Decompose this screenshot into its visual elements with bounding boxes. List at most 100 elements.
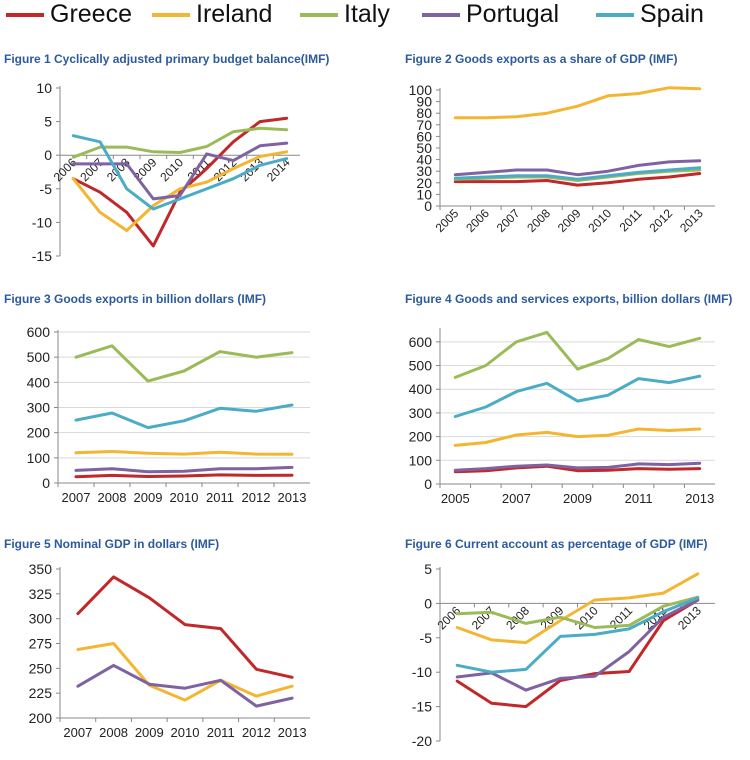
chart-2-series-line-portugal xyxy=(453,159,702,177)
chart-5-nominal-gdp: 200 225 250 275 300 325 350 2007 2008 2009 2010 201… xyxy=(29,561,310,740)
chart-5-x-tick-label: 2012 xyxy=(242,725,271,740)
legend-swatch-spain xyxy=(596,13,634,17)
chart-4-y-tick-label: 200 xyxy=(409,429,433,445)
chart-3-series-line-portugal xyxy=(74,465,294,474)
chart-2-y-tick-label: 70 xyxy=(416,117,432,133)
chart-3-y-tick-label: 0 xyxy=(42,475,50,491)
chart-1-series-line-greece xyxy=(71,116,289,248)
chart-2-title: Figure 2 Goods exports as a share of GDP… xyxy=(405,52,678,66)
chart-6-series-line-spain xyxy=(455,596,700,674)
legend-swatch-italy xyxy=(300,13,338,17)
chart-1-x-tick-label: 2007 xyxy=(77,155,106,184)
chart-2-y-tick-label: 0 xyxy=(424,198,432,214)
chart-5-series-line-ireland xyxy=(76,642,294,702)
chart-3-y-tick-label: 200 xyxy=(27,425,51,441)
chart-6-title: Figure 6 Current account as percentage o… xyxy=(405,537,708,551)
chart-4-x-tick-label: 2009 xyxy=(563,491,592,506)
chart-4-y-tick-label: 600 xyxy=(409,334,433,350)
chart-5-x-tick-label: 2010 xyxy=(171,725,200,740)
chart-3-goods-exports: 0 100 200 300 400 500 600 2007 2008 2009 2010 2011 2… xyxy=(27,324,310,505)
chart-1-series-line-ireland xyxy=(71,150,289,232)
chart-4-y-tick-label: 400 xyxy=(409,381,433,397)
chart-1-series-line-spain xyxy=(71,134,289,211)
chart-3-x-tick-label: 2013 xyxy=(278,490,307,505)
chart-2-y-tick-label: 90 xyxy=(416,94,432,110)
chart-3-series-line-ireland xyxy=(74,450,294,456)
chart-4-x-tick-label: 2005 xyxy=(441,491,470,506)
chart-4-x-tick-label: 2007 xyxy=(502,491,531,506)
chart-4-x-tick-label: 2013 xyxy=(685,491,714,506)
chart-2-x-tick-label: 2011 xyxy=(617,206,645,234)
chart-3-series-line-italy xyxy=(74,344,294,383)
chart-5-y-tick-label: 325 xyxy=(29,586,53,602)
legend-swatch-ireland xyxy=(152,13,190,17)
legend-label-ireland: Ireland xyxy=(196,0,273,28)
chart-3-y-tick-label: 500 xyxy=(27,349,51,365)
chart-4-series-line-portugal xyxy=(453,461,702,472)
chart-5-y-tick-label: 300 xyxy=(29,611,53,627)
chart-2-x-tick-label: 2008 xyxy=(524,206,553,235)
chart-3-y-tick-label: 400 xyxy=(27,374,51,390)
chart-3-x-tick-label: 2008 xyxy=(98,490,127,505)
chart-5-y-tick-label: 275 xyxy=(29,636,53,652)
chart-4-y-tick-label: 500 xyxy=(409,358,433,374)
chart-5-x-tick-label: 2009 xyxy=(135,725,164,740)
chart-3-y-tick-label: 100 xyxy=(27,450,51,466)
chart-2-y-tick-label: 40 xyxy=(416,152,432,168)
chart-3-series-line-spain xyxy=(74,403,294,430)
chart-2-series-line-greece xyxy=(453,172,702,187)
chart-5-y-tick-label: 200 xyxy=(29,710,53,726)
chart-4-series-line-greece xyxy=(453,464,702,474)
chart-3-x-tick-label: 2011 xyxy=(206,490,234,505)
chart-1-y-tick-label: -15 xyxy=(32,248,52,264)
chart-1-y-tick-label: 0 xyxy=(44,147,52,163)
chart-5-series-line-greece xyxy=(76,575,294,679)
chart-3-y-tick-label: 600 xyxy=(27,324,51,340)
chart-4-x-tick-label: 2011 xyxy=(625,491,653,506)
chart-2-y-tick-label: 30 xyxy=(416,163,432,179)
legend-label-spain: Spain xyxy=(640,0,704,28)
chart-4-series-line-italy xyxy=(453,330,702,379)
chart-3-x-tick-label: 2010 xyxy=(170,490,199,505)
chart-2-y-tick-label: 20 xyxy=(416,175,432,191)
chart-6-y-tick-label: 0 xyxy=(424,595,432,611)
chart-6-series-line-italy xyxy=(455,595,700,629)
chart-5-y-tick-label: 250 xyxy=(29,660,53,676)
chart-2-x-tick-label: 2012 xyxy=(647,206,676,235)
chart-5-x-tick-label: 2011 xyxy=(207,725,235,740)
chart-1-title: Figure 1 Cyclically adjusted primary bud… xyxy=(4,52,330,66)
chart-1-y-tick-label: -5 xyxy=(40,181,53,197)
chart-4-y-tick-label: 300 xyxy=(409,405,433,421)
legend-label-greece: Greece xyxy=(50,0,132,28)
chart-1-series-line-portugal xyxy=(71,141,289,201)
chart-6-y-tick-label: -20 xyxy=(412,733,432,749)
chart-1-x-tick-label: 2009 xyxy=(131,155,160,184)
chart-6-series-line-portugal xyxy=(455,598,700,692)
chart-2-x-tick-label: 2005 xyxy=(433,206,462,235)
legend-swatch-greece xyxy=(6,13,44,17)
chart-5-x-tick-label: 2007 xyxy=(63,725,92,740)
chart-2-y-tick-label: 50 xyxy=(416,140,432,156)
chart-4-series-line-spain xyxy=(453,374,702,418)
legend-label-portugal: Portugal xyxy=(466,0,560,28)
chart-2-x-tick-label: 2007 xyxy=(494,206,523,235)
chart-6-y-tick-label: -5 xyxy=(420,630,433,646)
chart-1-y-tick-label: 5 xyxy=(44,114,52,130)
chart-5-x-tick-label: 2013 xyxy=(278,725,307,740)
chart-4-series-line-ireland xyxy=(453,427,702,447)
legend: Greece Ireland Italy Portugal Spain xyxy=(0,0,750,34)
chart-6-y-tick-label: 5 xyxy=(424,561,432,577)
chart-2-y-tick-label: 80 xyxy=(416,105,432,121)
chart-6-series-line-ireland xyxy=(455,572,700,645)
chart-6-x-tick-label: 2007 xyxy=(469,603,498,632)
chart-4-goods-services-exports: 0 100 200 300 400 500 600 2005 2007 2009 2011 2013 xyxy=(409,328,715,506)
legend-swatch-portugal xyxy=(422,13,460,17)
chart-2-series-line-ireland xyxy=(453,86,702,120)
chart-1-y-tick-label: 10 xyxy=(36,80,52,96)
chart-5-series-line-portugal xyxy=(76,663,294,708)
chart-3-series-line-greece xyxy=(74,473,294,479)
chart-2-series-line-spain xyxy=(453,166,702,181)
chart-1-x-tick-label: 2010 xyxy=(157,155,186,184)
chart-3-title: Figure 3 Goods exports in billion dollar… xyxy=(4,292,267,306)
